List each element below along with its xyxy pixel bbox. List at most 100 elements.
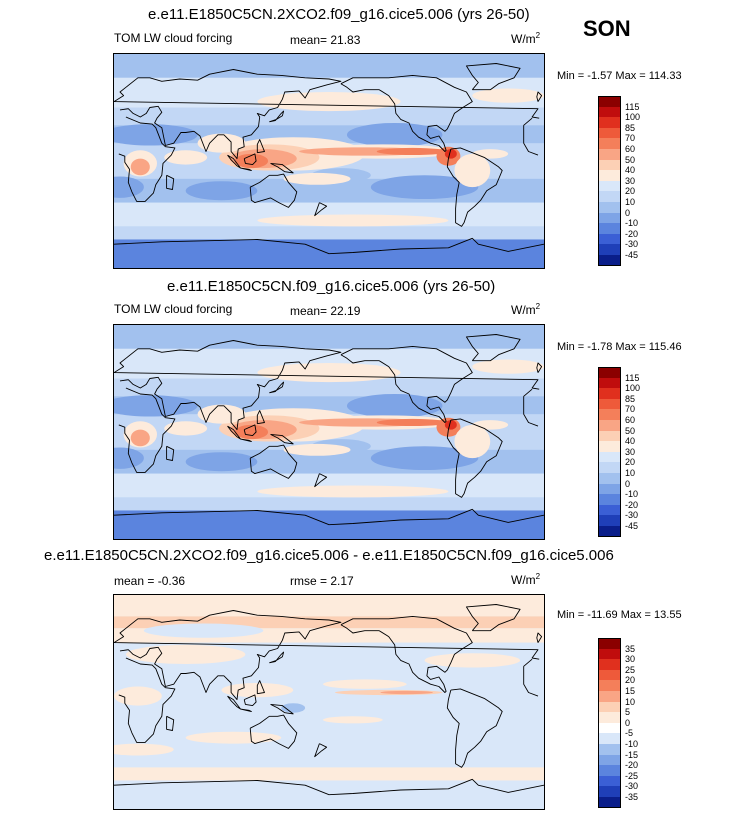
colorbar-swatch xyxy=(598,515,621,527)
field-contour xyxy=(346,122,443,147)
field-contour xyxy=(376,147,449,156)
coastline xyxy=(114,237,544,255)
colorbar-swatch xyxy=(598,526,621,538)
panel-1-title: e.e11.E1850C5CN.2XCO2.f09_g16.cice5.006 … xyxy=(148,6,530,23)
field-contour xyxy=(283,443,351,456)
coastline xyxy=(243,153,257,166)
colorbar-tick-label: -25 xyxy=(625,770,639,781)
field-contour xyxy=(114,124,198,146)
field-contour xyxy=(472,149,509,159)
panel-1-map xyxy=(113,53,545,269)
coastline xyxy=(243,424,257,437)
colorbar-tick-label: 70 xyxy=(625,133,636,144)
coastline xyxy=(114,508,544,526)
colorbar-tick-label: -45 xyxy=(625,521,639,531)
coastline xyxy=(465,604,521,632)
colorbar-tick-label: 10 xyxy=(625,468,636,478)
coastline xyxy=(340,615,473,693)
panel-3-mean: mean = -0.36 xyxy=(114,574,186,588)
colorbar-swatch xyxy=(598,691,621,703)
colorbar-tick-label: 70 xyxy=(625,404,636,415)
field-contour xyxy=(454,424,491,459)
colorbar-tick-label: 100 xyxy=(625,383,641,394)
colorbar-swatch xyxy=(598,659,621,671)
field-contour xyxy=(323,716,383,724)
panel-2-colorbar: 115 100 85 70 60 50 40 30 20 10 0 -10 -20 -30 -45 xyxy=(598,367,658,538)
coastline xyxy=(536,632,543,643)
colorbar-tick-label: -45 xyxy=(625,250,639,260)
field-contour xyxy=(143,623,264,638)
panel-2-units: W/m2 xyxy=(511,302,541,317)
colorbar-tick-label: 20 xyxy=(625,675,636,686)
field-contour xyxy=(370,446,479,471)
colorbar-swatch xyxy=(598,223,621,235)
colorbar-swatch xyxy=(598,786,621,798)
field-band xyxy=(114,325,544,349)
colorbar-tick-label: 0 xyxy=(625,207,631,218)
coastline xyxy=(256,139,265,154)
panel-1-variable: TOM LW cloud forcing xyxy=(114,31,233,45)
coastline xyxy=(340,345,473,423)
coastline xyxy=(249,173,298,208)
field-band xyxy=(114,497,544,511)
colorbar-tick-label: 15 xyxy=(625,686,636,696)
colorbar-swatch xyxy=(598,96,621,108)
colorbar-tick-label: 20 xyxy=(625,186,636,197)
field-band xyxy=(114,226,544,240)
coastline xyxy=(227,425,242,440)
colorbar-tick-label: -30 xyxy=(625,781,639,792)
colorbar-swatch xyxy=(598,127,621,139)
colorbar-swatch xyxy=(598,648,621,660)
coastline xyxy=(465,334,521,362)
colorbar-tick-label: -10 xyxy=(625,739,639,749)
coastline xyxy=(269,381,285,394)
panel-1-mean: mean= 21.83 xyxy=(290,33,361,47)
coastline xyxy=(114,69,540,160)
field-contour xyxy=(460,700,485,716)
panel-2-map xyxy=(113,324,545,540)
colorbar-swatch xyxy=(598,180,621,192)
colorbar-frame xyxy=(598,638,621,808)
colorbar-swatch xyxy=(598,409,621,421)
coastline xyxy=(536,91,543,102)
colorbar-swatch xyxy=(598,255,621,267)
colorbar-tick-label: 0 xyxy=(625,717,631,728)
field-contour xyxy=(114,743,174,756)
colorbar-swatch xyxy=(598,638,621,650)
colorbar-tick-label: -15 xyxy=(625,749,639,760)
field-contour xyxy=(323,679,407,689)
colorbar-swatch xyxy=(598,494,621,506)
coastline xyxy=(314,473,328,488)
coastline xyxy=(256,680,265,695)
colorbar-tick-label: 20 xyxy=(625,457,636,468)
coastline xyxy=(446,418,503,498)
colorbar-tick-label: -5 xyxy=(625,728,634,739)
colorbar-swatch xyxy=(598,669,621,681)
coastline-layer xyxy=(114,604,544,796)
field-band xyxy=(114,107,544,126)
field-contour xyxy=(185,731,282,744)
field-contour xyxy=(114,395,198,417)
coastline xyxy=(249,444,298,479)
colorbar-swatch xyxy=(598,117,621,129)
colorbar-tick-label: -20 xyxy=(625,499,639,510)
colorbar-tick-label: 50 xyxy=(625,154,636,165)
colorbar-tick-label: -20 xyxy=(625,760,639,771)
field-contour xyxy=(125,644,246,664)
colorbar-swatch xyxy=(598,106,621,118)
colorbar-tick-label: 30 xyxy=(625,654,636,665)
field-contour xyxy=(257,363,401,383)
panel-3-title: e.e11.E1850C5CN.2XCO2.f09_g16.cice5.006 … xyxy=(44,547,614,564)
colorbar-tick-label: 25 xyxy=(625,664,636,675)
coastline xyxy=(166,174,175,190)
colorbar-tick-label: 115 xyxy=(625,372,640,383)
colorbar-swatch xyxy=(598,377,621,389)
colorbar-swatch xyxy=(598,430,621,442)
colorbar-swatch xyxy=(598,212,621,224)
colorbar-tick-label: 10 xyxy=(625,197,636,207)
field-band xyxy=(114,595,544,617)
colorbar-tick-label: 60 xyxy=(625,415,636,425)
map-field xyxy=(114,595,544,809)
colorbar-swatch xyxy=(598,744,621,756)
colorbar-swatch xyxy=(598,367,621,379)
